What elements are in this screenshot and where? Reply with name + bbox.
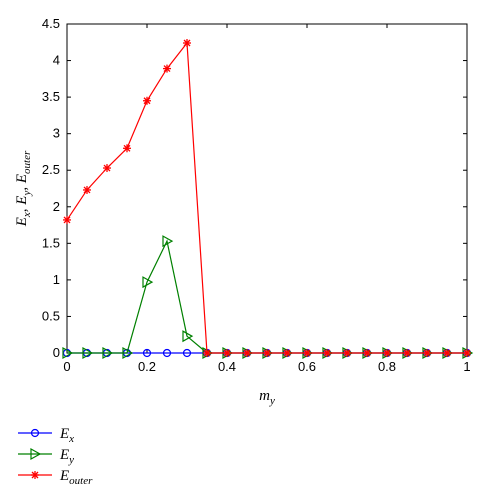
legend-item: Eouter: [18, 468, 93, 487]
x-tick-label: 0.6: [298, 359, 316, 374]
x-tick-label: 0: [63, 359, 70, 374]
data-point: [182, 330, 194, 343]
data-point: [142, 276, 154, 289]
data-point: [122, 346, 134, 360]
legend-marker: [30, 428, 40, 438]
data-point: [83, 185, 91, 194]
legend-label: Ey: [59, 447, 74, 466]
data-point: [142, 348, 152, 358]
legend-label: Eouter: [59, 468, 93, 487]
data-point: [323, 349, 331, 357]
data-point: [343, 349, 351, 357]
data-point: [103, 164, 111, 173]
x-tick-label: 0.4: [218, 359, 236, 374]
y-tick-label: 1.5: [42, 235, 60, 250]
data-point: [62, 346, 74, 360]
data-point: [183, 39, 191, 48]
y-tick-label: 3.5: [42, 89, 60, 104]
y-axis-label: Ex, Ey, Eouter: [14, 150, 33, 227]
data-point: [63, 215, 71, 224]
data-point: [463, 349, 471, 357]
x-tick-label: 0.2: [138, 359, 156, 374]
data-point: [162, 348, 172, 358]
legend-marker: [30, 447, 42, 461]
legend-item: Ex: [18, 426, 74, 445]
y-tick-label: 4: [53, 53, 60, 68]
data-point: [123, 144, 131, 153]
data-point: [163, 64, 171, 73]
data-point: [403, 349, 411, 357]
legend-label: Ex: [59, 426, 74, 445]
legend-marker: [31, 471, 39, 479]
legend-item: Ey: [18, 447, 74, 466]
y-tick-label: 0.5: [42, 308, 60, 323]
y-tick-label: 3: [53, 126, 60, 141]
data-point: [82, 346, 94, 360]
y-tick-label: 0: [53, 345, 60, 360]
series-line: [66, 41, 467, 354]
data-point: [303, 349, 311, 357]
data-point: [143, 96, 151, 105]
plot-frame: [66, 23, 468, 354]
series-line: [67, 239, 467, 354]
data-point: [243, 349, 251, 357]
data-point: [162, 235, 174, 248]
y-tick-label: 4.5: [42, 16, 60, 31]
x-tick-label: 1: [463, 359, 470, 374]
data-point: [263, 349, 271, 357]
series-2: [63, 39, 471, 357]
data-point: [102, 346, 114, 360]
x-axis-label: my: [259, 388, 275, 407]
data-point: [182, 348, 192, 358]
y-tick-label: 2.5: [42, 162, 60, 177]
y-tick-label: 1: [53, 272, 60, 287]
data-point: [383, 349, 391, 357]
series-1: [62, 235, 474, 360]
x-tick-label: 0.8: [378, 359, 396, 374]
data-point: [223, 349, 231, 357]
legend: Ex Ey Eouter: [18, 426, 93, 487]
y-tick-label: 2: [53, 199, 60, 214]
data-point: [363, 349, 371, 357]
data-point: [203, 349, 211, 357]
data-point: [443, 349, 451, 357]
data-point: [423, 349, 431, 357]
data-point: [283, 349, 291, 357]
